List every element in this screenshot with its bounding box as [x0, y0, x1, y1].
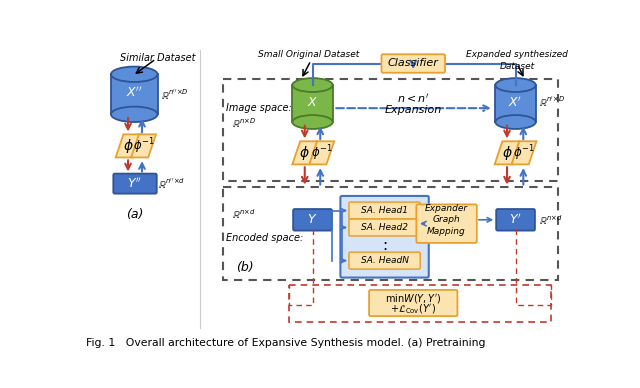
- FancyBboxPatch shape: [417, 204, 477, 243]
- Text: $\mathbb{R}^{n\!\times\!d}$: $\mathbb{R}^{n\!\times\!d}$: [232, 208, 256, 221]
- Text: Expanded synthesized
Dataset: Expanded synthesized Dataset: [466, 50, 568, 71]
- Ellipse shape: [111, 107, 157, 122]
- Text: :: :: [382, 238, 387, 253]
- FancyBboxPatch shape: [293, 209, 332, 230]
- FancyBboxPatch shape: [292, 85, 333, 122]
- Text: $\phi^{-1}$: $\phi^{-1}$: [513, 143, 535, 163]
- Polygon shape: [495, 141, 520, 165]
- Polygon shape: [309, 141, 334, 165]
- Text: Fig. 1   Overall architecture of Expansive Synthesis model. (a) Pretraining: Fig. 1 Overall architecture of Expansive…: [86, 338, 486, 348]
- Polygon shape: [131, 134, 156, 158]
- Text: $\phi$: $\phi$: [123, 137, 133, 155]
- Text: $Y'$: $Y'$: [509, 213, 522, 227]
- Text: $\mathbb{R}^{n^{\prime\prime}\!\times\!D}$: $\mathbb{R}^{n^{\prime\prime}\!\times\!D…: [161, 87, 188, 102]
- Text: Classifier: Classifier: [388, 59, 438, 69]
- FancyBboxPatch shape: [111, 74, 157, 114]
- Text: $n < n'$: $n < n'$: [397, 92, 429, 106]
- Text: $Y$: $Y$: [307, 213, 317, 226]
- Text: $\phi^{-1}$: $\phi^{-1}$: [133, 136, 156, 156]
- Text: SA. Head2: SA. Head2: [361, 223, 408, 232]
- Text: $X''$: $X''$: [126, 85, 143, 100]
- Text: $\phi$: $\phi$: [300, 144, 310, 162]
- Text: Expansion: Expansion: [385, 105, 442, 115]
- FancyBboxPatch shape: [381, 54, 445, 73]
- Text: $\phi^{-1}$: $\phi^{-1}$: [311, 143, 333, 163]
- Text: Image space:: Image space:: [226, 103, 291, 113]
- Text: Small Original Dataset: Small Original Dataset: [258, 50, 359, 59]
- Ellipse shape: [111, 67, 157, 82]
- FancyBboxPatch shape: [349, 202, 420, 219]
- Ellipse shape: [495, 78, 536, 92]
- Text: (b): (b): [236, 261, 254, 274]
- Text: SA. Head1: SA. Head1: [361, 206, 408, 215]
- Text: (a): (a): [126, 208, 144, 221]
- Text: $\mathbb{R}^{n\!\times\!D}$: $\mathbb{R}^{n\!\times\!D}$: [232, 117, 257, 130]
- Text: $Y''$: $Y''$: [127, 177, 143, 191]
- Text: $X'$: $X'$: [508, 95, 523, 110]
- Text: $\mathbb{R}^{n\!\times\!d}$: $\mathbb{R}^{n\!\times\!d}$: [539, 213, 563, 227]
- Text: $+\mathcal{L}_{\mathrm{Cov}}(Y^\prime)$: $+\mathcal{L}_{\mathrm{Cov}}(Y^\prime)$: [390, 302, 436, 316]
- Text: Similar Dataset: Similar Dataset: [120, 53, 195, 63]
- Polygon shape: [292, 141, 317, 165]
- Ellipse shape: [292, 115, 333, 129]
- Ellipse shape: [292, 78, 333, 92]
- FancyBboxPatch shape: [495, 85, 536, 122]
- Polygon shape: [116, 134, 140, 158]
- Text: $X$: $X$: [307, 96, 318, 109]
- Text: SA. HeadN: SA. HeadN: [360, 256, 408, 265]
- Text: Expander
Graph
Mapping: Expander Graph Mapping: [425, 204, 468, 236]
- Text: $\min W(Y,Y^\prime)$: $\min W(Y,Y^\prime)$: [385, 292, 442, 305]
- Text: $\mathbb{R}^{n'\!\times\!D}$: $\mathbb{R}^{n'\!\times\!D}$: [539, 95, 565, 109]
- FancyBboxPatch shape: [349, 219, 420, 236]
- Polygon shape: [511, 141, 536, 165]
- Ellipse shape: [495, 115, 536, 129]
- FancyBboxPatch shape: [496, 209, 535, 230]
- Text: $\phi$: $\phi$: [502, 144, 513, 162]
- FancyBboxPatch shape: [340, 196, 429, 277]
- Text: $\mathbb{R}^{n^{\prime\prime}\!\times\!d}$: $\mathbb{R}^{n^{\prime\prime}\!\times\!d…: [157, 177, 185, 191]
- Text: Encoded space:: Encoded space:: [226, 232, 303, 242]
- FancyBboxPatch shape: [349, 252, 420, 269]
- FancyBboxPatch shape: [369, 290, 458, 316]
- FancyBboxPatch shape: [113, 173, 157, 194]
